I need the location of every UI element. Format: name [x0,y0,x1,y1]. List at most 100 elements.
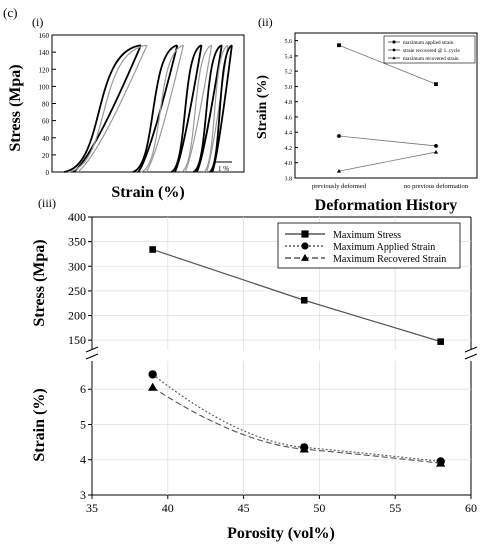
panel-i-loop-loading [203,44,229,173]
panel-ii-y-ticks: 3.8 4.0 4.2 4.4 4.6 4.8 5.0 5.2 5.4 5.6 [285,39,298,183]
panel-i-loop-loading [63,44,142,173]
panel-iii-xtick-label: 50 [313,501,325,515]
panel-i-loop-loading [132,44,178,173]
panel-ii-series-line [338,151,437,172]
panel-iii-point [436,458,446,467]
panel-i-loop-unloading [211,45,233,173]
panel-iii-legend-label: Maximum Recovered Strain [333,254,446,265]
panel-ii-legend-box [383,35,476,64]
panel-i-loop-unloading [184,45,213,173]
panel-iii-top-ylabel: Stress (Mpa) [31,239,48,326]
panel-ii-point [434,144,438,148]
panel-ii-xtick-label: no previous deformation [404,183,469,190]
panel-iii-legend-label: Maximum Applied Strain [333,242,435,253]
panel-ii-ytick-label: 5.2 [285,70,293,76]
panel-iii-ytick-label: 200 [68,309,86,323]
panel-iii-xtick-label: 45 [238,501,250,515]
panel-ii-legend-label: strain recovered @ 1. cycle [403,48,460,54]
panel-iii-bottom-ylabel: Strain (%) [31,388,48,461]
panel-iii-x-ticks: 35 40 45 50 55 60 [86,495,477,515]
panel-i-loop-loading [180,44,212,173]
panel-iii-xtick-label: 40 [162,501,174,515]
panel-i-ytick-label: 80 [42,101,50,109]
panel-i: (i) 0 20 40 60 80 100 120 140 160 1 % Stress (Mp… [7,15,245,201]
panel-i-ylabel: Stress (Mpa) [7,64,24,151]
panel-ii-xtick-label: previously deformed [312,183,367,190]
panel-iii-ytick-label: 5 [80,417,86,431]
panel-iii-label: (iii) [38,196,56,210]
panel-i-ytick-label: 160 [39,32,50,40]
panel-iii-legend-marker [301,253,309,261]
panel-iii-point [148,370,157,379]
panel-ii-ytick-label: 5.0 [285,85,293,91]
axis-break-right [464,346,478,360]
panel-ii-x-ticks: previously deformed no previous deformati… [312,183,469,190]
panel-i-ytick-label: 60 [42,118,50,126]
panel-iii-point [437,338,444,345]
panel-iii-xtick-label: 60 [465,501,477,515]
panel-i-ytick-label: 120 [39,66,50,74]
panel-ii: (ii) 3.8 4.0 4.2 4.4 4.6 4.8 5.0 5.2 5.4 5.6 prev… [255,15,478,214]
panel-ii-ytick-label: 4.8 [285,100,293,106]
panel-iii-ytick-label: 300 [68,259,86,273]
panel-ii-series-line [338,135,437,147]
panel-iii-legend-marker [301,242,309,250]
panel-ii-legend-marker [392,48,396,52]
panel-iii-y-ticks: 150 200 250 300 350 400 3 4 5 6 [68,210,92,502]
panel-iii-ytick-label: 400 [68,210,86,224]
panel-ii-legend-label: maximum applied strain [403,40,454,46]
panel-i-loops [63,44,233,173]
panel-ii-ytick-label: 5.6 [285,39,293,45]
panel-iii-point [300,296,308,304]
panel-i-loop-loading [170,44,203,173]
panel-i-loop-loading [192,44,223,173]
panel-iii-legend-label: Maximum Stress [333,230,401,241]
figure-label: (c) [3,5,17,20]
panel-ii-ytick-label: 3.8 [285,177,293,183]
panel-ii-point [434,82,438,87]
panel-ii-ytick-label: 4.0 [285,161,293,167]
panel-iii-point [149,246,156,253]
panel-i-ytick-label: 100 [39,83,50,91]
panel-iii-series-line [152,373,441,463]
panel-i-loop-loading [140,44,184,173]
panel-ii-legend: maximum applied strain strain recovered @… [383,35,476,64]
panel-i-y-ticks: 0 20 40 60 80 100 120 140 160 [39,32,56,177]
panel-iii-ytick-label: 350 [68,235,86,249]
panel-i-loop-unloading [72,44,142,173]
panel-i-loop-loading [68,44,148,173]
panel-ii-series [336,43,439,173]
panel-iii-ytick-label: 6 [80,382,86,396]
panel-ii-ytick-label: 4.6 [285,115,293,121]
panel-ii-point [433,149,439,154]
scale-bar-label: 1 % [218,165,229,173]
panel-ii-ytick-label: 5.4 [285,54,293,60]
panel-iii-xlabel: Porosity (vol%) [227,525,335,542]
panel-iii-ytick-label: 4 [80,453,86,467]
panel-ii-ylabel: Strain (%) [255,75,270,140]
panel-i-loop-unloading [77,45,148,173]
panel-ii-point [337,43,341,48]
panel-i-loop-unloading [196,45,223,173]
panel-ii-frame [294,32,478,179]
panel-iii-legend-marker [301,230,309,238]
panel-iii-ytick-label: 150 [68,333,86,347]
axis-break-left [85,346,99,360]
panel-i-loop-unloading [137,45,179,173]
panel-ii-ytick-label: 4.2 [285,146,293,152]
panel-ii-series-line [338,44,437,85]
panel-i-loop-unloading [145,45,184,173]
panel-i-xlabel: Strain (%) [111,184,184,201]
panel-iii-series-line [152,386,441,464]
panel-i-ytick-label: 0 [46,169,50,177]
panel-ii-point [336,168,342,173]
panel-ii-ytick-label: 4.4 [285,131,293,137]
panel-iii-series [148,246,446,467]
panel-i-loop-loading [208,44,233,173]
panel-i-ytick-label: 20 [42,152,50,160]
panel-ii-legend-marker [392,56,396,60]
panel-iii-point [299,444,309,453]
panel-i-ytick-label: 140 [39,49,50,57]
